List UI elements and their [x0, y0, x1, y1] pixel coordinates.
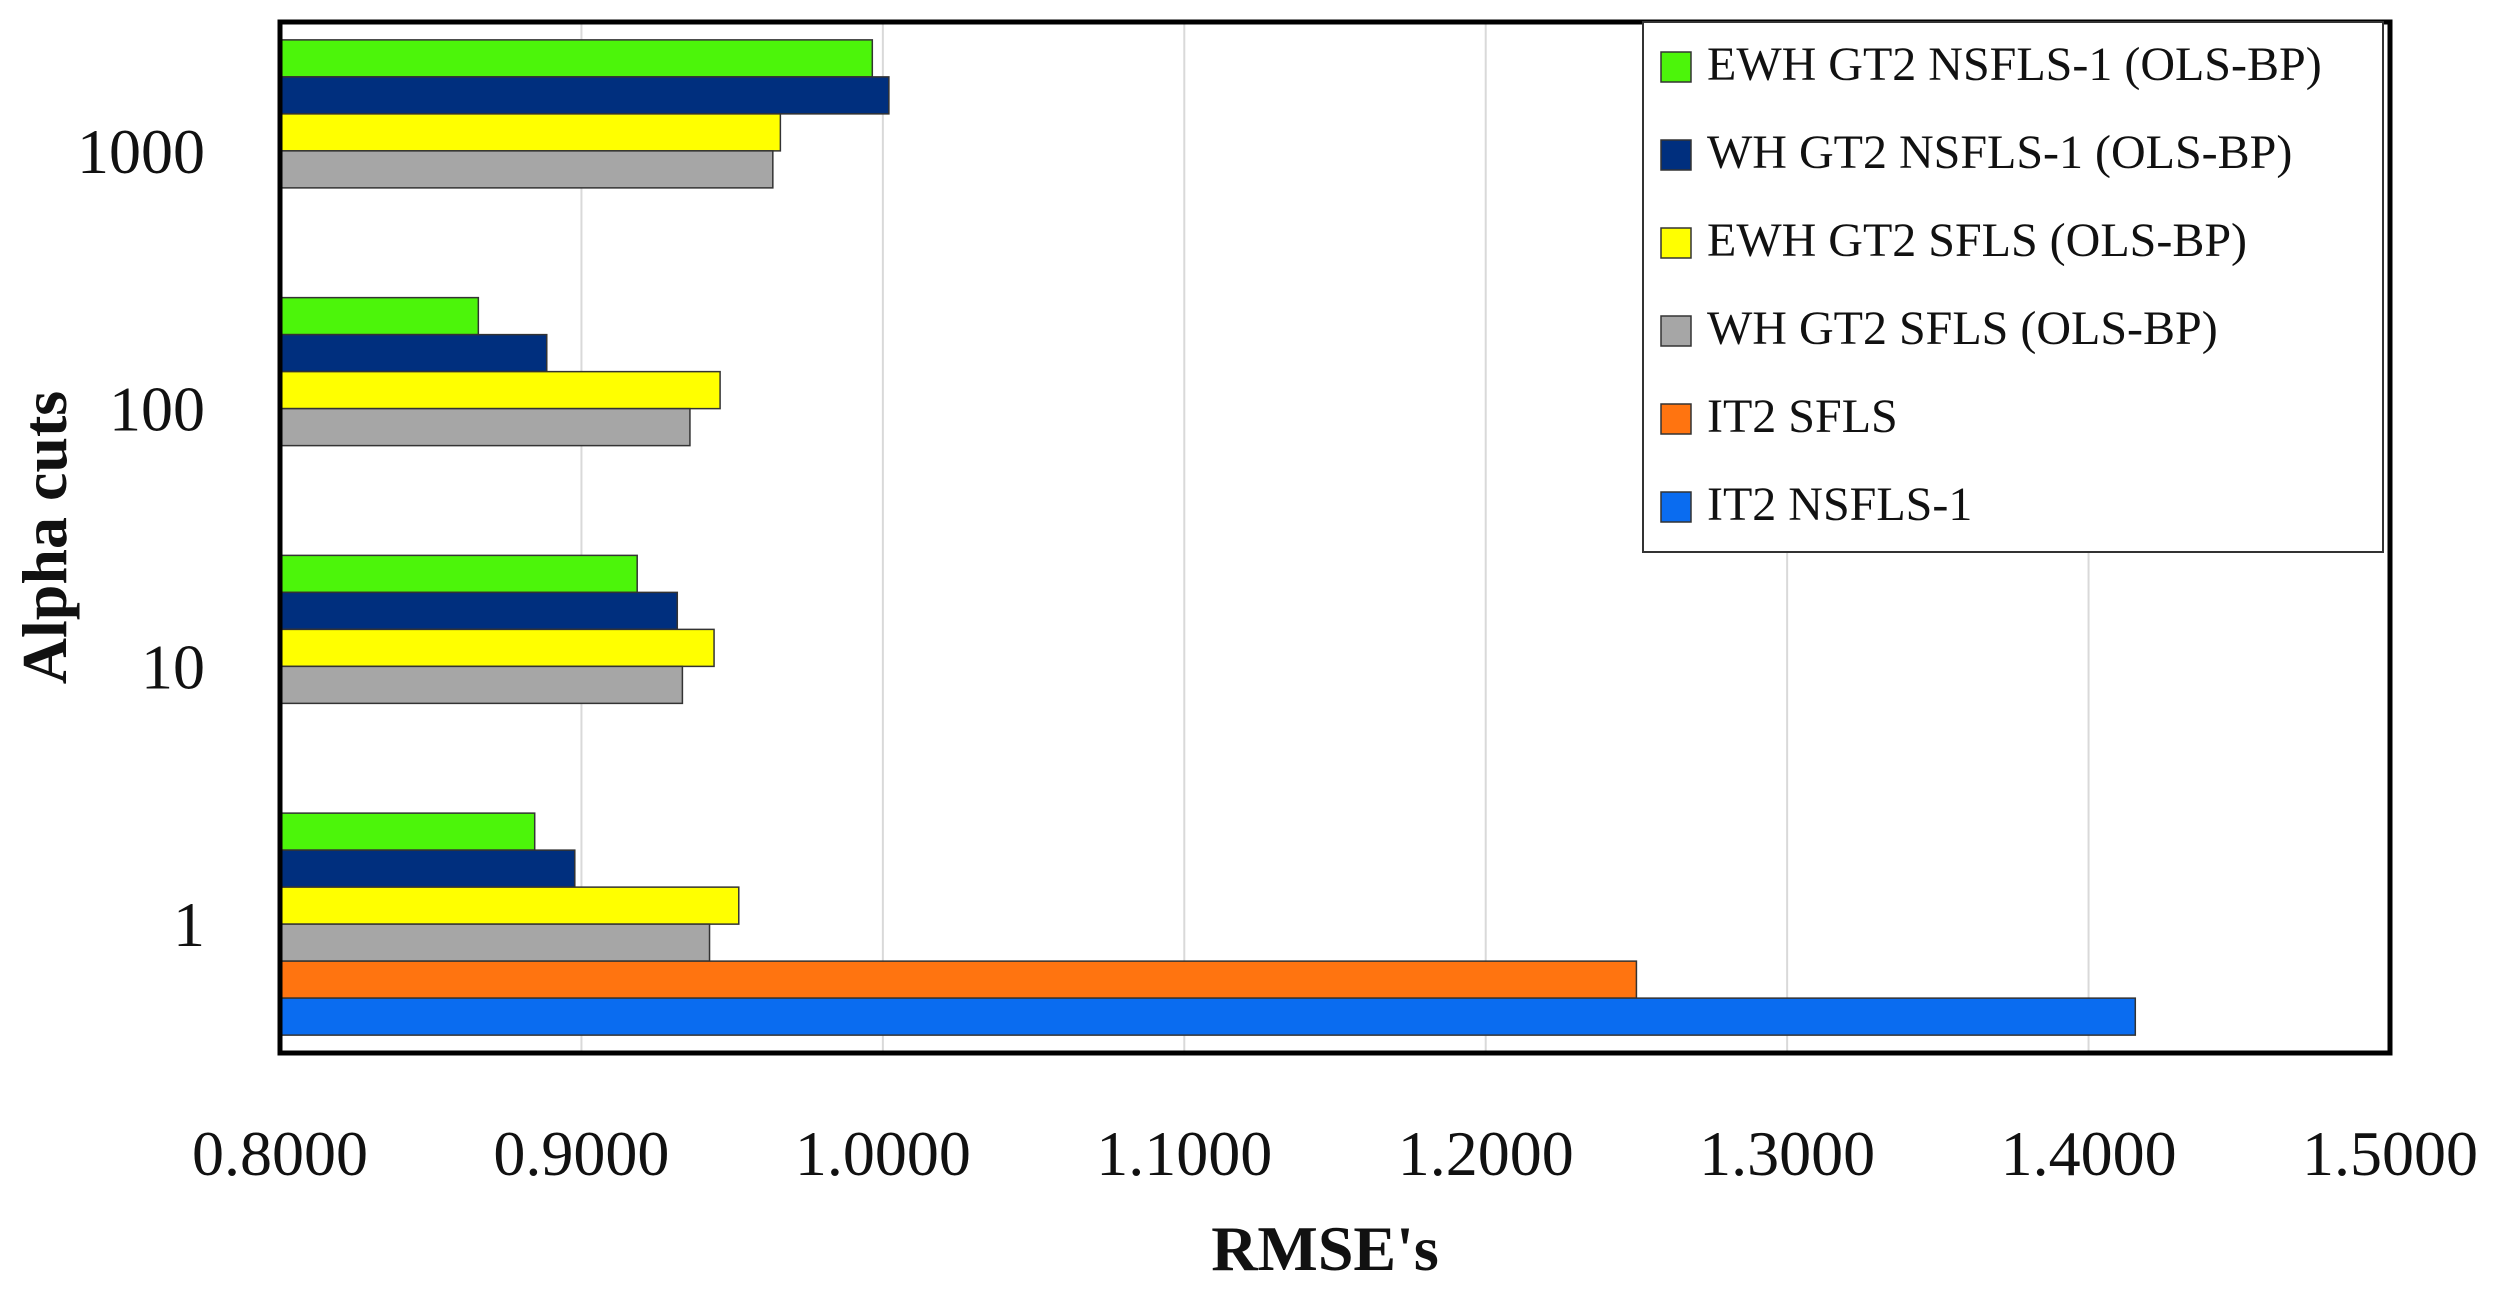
plot-frame — [277, 19, 2393, 1056]
legend-items: EWH GT2 NSFLS-1 (OLS-BP) WH GT2 NSFLS-1 (… — [1660, 38, 2322, 531]
y-axis-title: Alpha cuts — [9, 391, 80, 684]
bar — [279, 407, 691, 447]
y-tick-label: 100 — [109, 374, 205, 445]
x-tick-labels: 0.8000 0.9000 1.0000 1.1000 1.2000 1.3000 1.40… — [192, 1118, 2478, 1189]
x-tick-label: 0.9000 — [493, 1118, 669, 1189]
y-tick-label: 10 — [141, 631, 205, 702]
legend-label: EWH GT2 NSFLS-1 (OLS-BP) — [1707, 38, 2322, 91]
x-tick-label: 1.3000 — [1699, 1118, 1875, 1189]
x-tick-label: 0.8000 — [192, 1118, 368, 1189]
bar — [279, 628, 715, 668]
y-tick-label: 1000 — [77, 116, 205, 187]
bar — [279, 554, 638, 594]
legend-swatch — [1660, 491, 1692, 523]
bar — [279, 665, 684, 705]
y-tick-label: 1 — [173, 889, 205, 960]
bar — [279, 923, 711, 962]
x-tick-label: 1.0000 — [795, 1118, 971, 1189]
bar — [279, 886, 740, 925]
legend: EWH GT2 NSFLS-1 (OLS-BP) WH GT2 NSFLS-1 (… — [1642, 21, 2384, 553]
legend-swatch — [1660, 227, 1692, 259]
y-tick-labels: 1 10 100 1000 — [77, 116, 205, 960]
x-axis-title: RMSE's — [1211, 1213, 1439, 1284]
legend-label: WH GT2 SFLS (OLS-BP) — [1707, 302, 2218, 355]
legend-swatch — [1660, 51, 1692, 83]
legend-swatch — [1660, 315, 1692, 347]
legend-swatch — [1660, 403, 1692, 435]
bar — [279, 812, 536, 851]
x-tick-label: 1.4000 — [2001, 1118, 2177, 1189]
bar — [279, 960, 1638, 999]
x-tick-label: 1.1000 — [1096, 1118, 1272, 1189]
bar — [279, 333, 548, 373]
legend-swatch — [1660, 139, 1692, 171]
legend-label: EWH GT2 SFLS (OLS-BP) — [1707, 214, 2247, 267]
legend-label: IT2 SFLS — [1707, 390, 1898, 443]
bar — [279, 370, 721, 410]
bar — [279, 150, 774, 189]
x-tick-label: 1.2000 — [1398, 1118, 1574, 1189]
bar — [279, 39, 874, 78]
legend-label: WH GT2 NSFLS-1 (OLS-BP) — [1707, 126, 2292, 179]
bar — [279, 113, 782, 152]
bar — [279, 591, 679, 631]
legend-label: IT2 NSFLS-1 — [1707, 478, 1972, 531]
bars — [279, 39, 2137, 1036]
bar — [279, 849, 576, 888]
bar — [279, 997, 2137, 1036]
bar — [279, 296, 480, 336]
legend-box — [1642, 21, 2384, 553]
bar — [279, 76, 890, 115]
x-tick-label: 1.5000 — [2302, 1118, 2478, 1189]
